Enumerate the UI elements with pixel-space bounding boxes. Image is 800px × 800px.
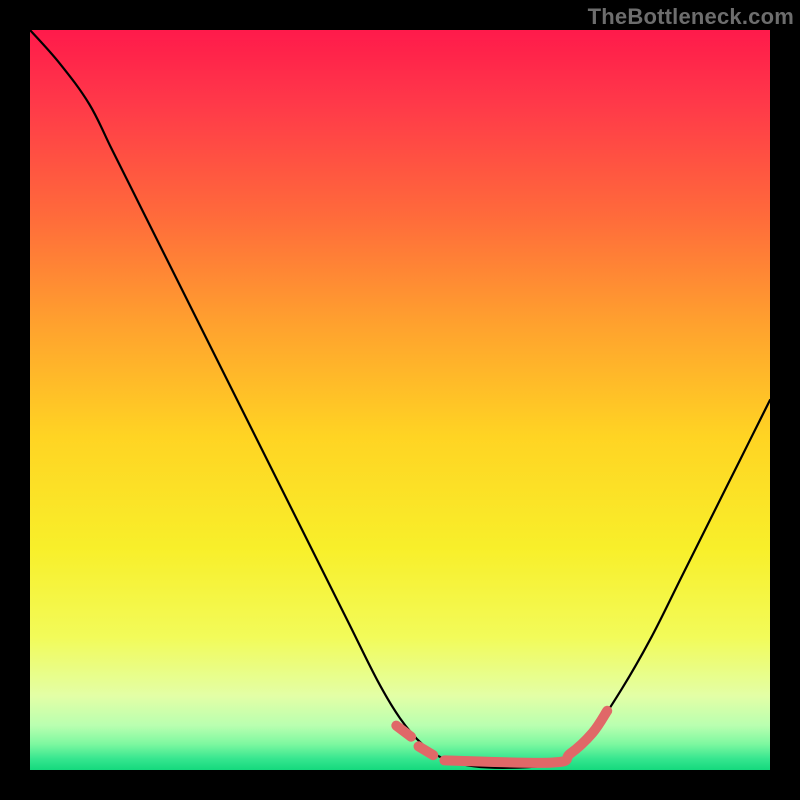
flat-region-marker-1 (419, 746, 434, 755)
chart-canvas: TheBottleneck.com (0, 0, 800, 800)
watermark-text: TheBottleneck.com (588, 4, 794, 30)
flat-region-marker-2 (444, 711, 607, 763)
plot-area (30, 30, 770, 770)
curve-layer (30, 30, 770, 770)
flat-region-marker-0 (396, 726, 411, 737)
bottleneck-curve (30, 30, 770, 768)
